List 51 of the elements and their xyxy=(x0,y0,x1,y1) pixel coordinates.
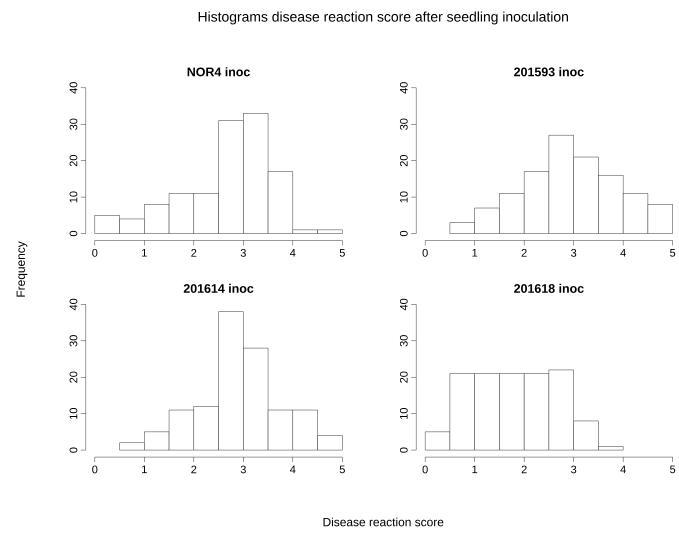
x-tick-label: 0 xyxy=(422,249,428,257)
x-tick-label: 2 xyxy=(191,249,196,257)
x-tick-label: 5 xyxy=(670,466,676,474)
x-tick-label: 3 xyxy=(240,249,246,257)
x-tick-label: 1 xyxy=(142,466,147,474)
y-tick-label: 10 xyxy=(400,191,408,202)
y-tick-label: 0 xyxy=(70,448,78,453)
y-tick-label: 0 xyxy=(400,230,408,236)
y-tick-label: 30 xyxy=(400,335,408,347)
y-tick-label: 20 xyxy=(70,155,78,166)
y-tick-label: 0 xyxy=(70,230,78,236)
x-tick-label: 0 xyxy=(422,466,428,474)
x-tick-label: 2 xyxy=(522,249,527,257)
y-tick-label: 40 xyxy=(70,82,78,94)
y-tick-label: 20 xyxy=(70,372,78,383)
x-tick-label: 3 xyxy=(571,249,576,257)
text: Histograms disease reaction score after seedling inoculation xyxy=(198,12,568,24)
x-tick-label: 4 xyxy=(620,466,626,474)
y-tick-label: 30 xyxy=(70,335,78,347)
chart-title: 201618 inoc xyxy=(514,284,584,293)
y-tick-label: 0 xyxy=(400,448,408,453)
y-axis-title: Frequency xyxy=(16,241,28,297)
chart-title: NOR4 inoc xyxy=(188,67,250,76)
x-tick-label: 1 xyxy=(472,249,478,257)
x-tick-label: 5 xyxy=(670,249,676,257)
x-tick-label: 4 xyxy=(290,466,296,474)
x-tick-label: 4 xyxy=(290,249,296,257)
x-tick-label: 1 xyxy=(472,466,478,474)
chart-title: 201593 inoc xyxy=(514,67,584,76)
x-tick-label: 3 xyxy=(240,466,246,474)
y-tick-label: 10 xyxy=(70,191,78,202)
y-tick-label: 10 xyxy=(400,408,408,419)
x-tick-label: 5 xyxy=(340,249,345,257)
x-axis-title: Disease reaction score xyxy=(324,518,444,526)
x-tick-label: 1 xyxy=(142,249,147,257)
x-tick-label: 2 xyxy=(191,466,196,474)
x-tick-label: 2 xyxy=(522,466,527,474)
y-tick-label: 40 xyxy=(400,298,408,310)
y-tick-label: 20 xyxy=(400,155,408,166)
y-tick-label: 10 xyxy=(70,408,78,419)
y-tick-label: 30 xyxy=(70,118,78,130)
chart-title: 201614 inoc xyxy=(184,284,254,293)
y-tick-label: 30 xyxy=(400,118,408,130)
x-tick-label: 0 xyxy=(92,249,98,257)
x-tick-label: 5 xyxy=(340,466,345,474)
x-tick-label: 3 xyxy=(571,466,576,474)
y-tick-label: 40 xyxy=(70,298,78,310)
x-tick-label: 0 xyxy=(92,466,98,474)
x-tick-label: 4 xyxy=(620,249,626,257)
y-tick-label: 40 xyxy=(400,82,408,94)
y-tick-label: 20 xyxy=(400,372,408,383)
